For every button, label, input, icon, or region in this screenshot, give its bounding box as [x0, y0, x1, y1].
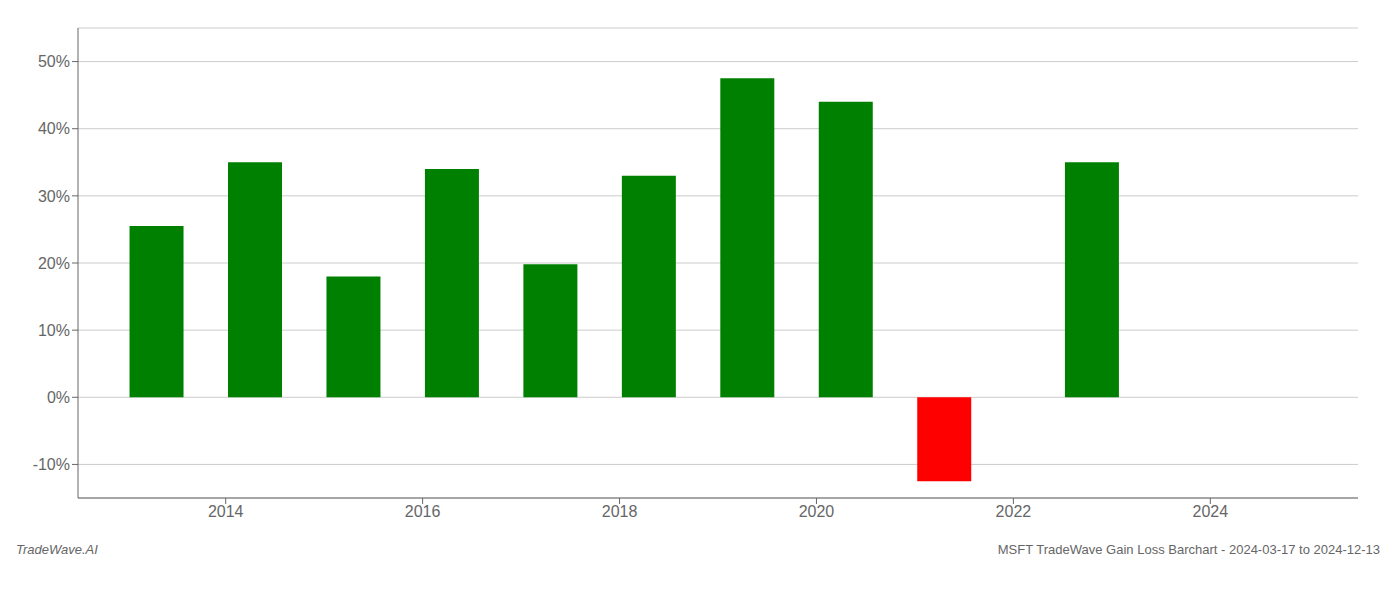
svg-text:-10%: -10%	[33, 456, 70, 473]
svg-text:2024: 2024	[1193, 503, 1229, 520]
html-text:MSFT TradeWave Gain Loss Barch: MSFT TradeWave Gain Loss Barchart - 2024…	[997, 542, 1380, 557]
svg-text:2022: 2022	[996, 503, 1032, 520]
svg-text:0%: 0%	[47, 389, 70, 406]
svg-text:50%: 50%	[38, 53, 70, 70]
svg-text:30%: 30%	[38, 188, 70, 205]
svg-text:20%: 20%	[38, 255, 70, 272]
svg-text:40%: 40%	[38, 120, 70, 137]
svg-text:2016: 2016	[405, 503, 441, 520]
svg-text:10%: 10%	[38, 322, 70, 339]
svg-text:2020: 2020	[799, 503, 835, 520]
html-text:TradeWave.AI: TradeWave.AI	[16, 542, 98, 557]
svg-text:2014: 2014	[208, 503, 244, 520]
svg-text:2018: 2018	[602, 503, 638, 520]
